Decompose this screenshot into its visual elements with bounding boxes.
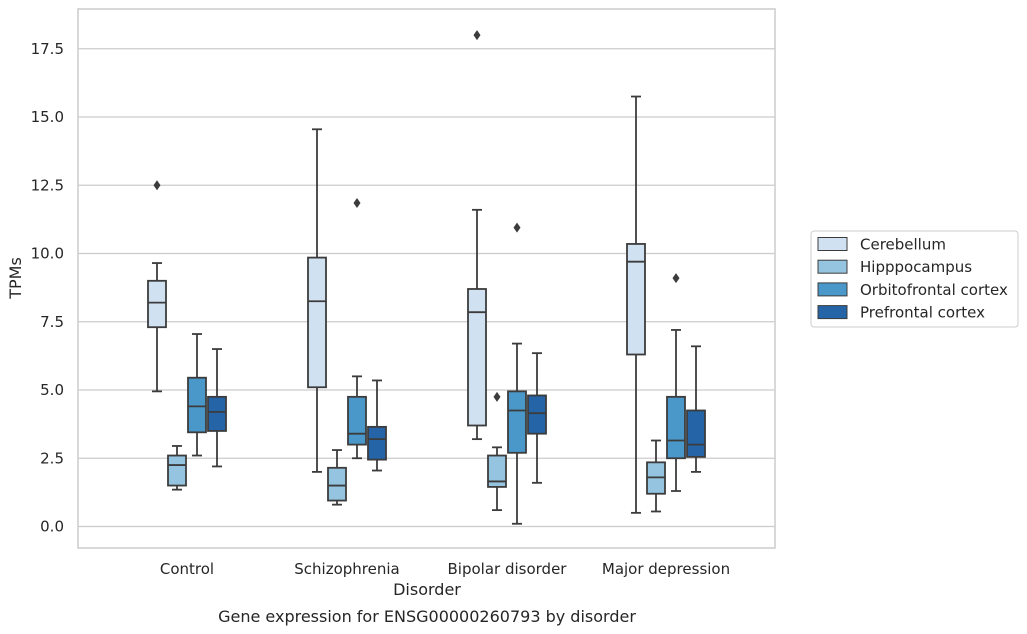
box-iqr (686, 409, 706, 458)
box-iqr (666, 395, 686, 460)
box-orbitofrontal-cortex (507, 222, 527, 525)
box-iqr (367, 425, 387, 461)
y-tick-label: 7.5 (40, 313, 64, 331)
outlier-point (353, 197, 361, 208)
x-axis-title: Disorder (393, 580, 461, 599)
box-iqr (147, 279, 167, 329)
box-iqr (167, 454, 187, 487)
y-axis-title: TPMs (6, 257, 25, 300)
legend-label: Orbitofrontal cortex (860, 281, 1008, 299)
x-tick-label: Control (160, 560, 214, 578)
outlier-point (153, 180, 161, 191)
box-iqr (527, 394, 547, 435)
legend-frame (810, 230, 1019, 328)
x-tick-label: Bipolar disorder (448, 560, 568, 578)
y-tick-label: 0.0 (40, 518, 64, 536)
box-cerebellum (307, 128, 327, 473)
box-orbitofrontal-cortex (187, 333, 207, 457)
y-tick-label: 15.0 (31, 108, 64, 126)
x-tick-label: Major depression (602, 560, 730, 578)
outlier-point (493, 391, 501, 402)
x-tick-label: Schizophrenia (294, 560, 399, 578)
box-cerebellum (626, 95, 646, 514)
legend-label: Hipppocampus (860, 258, 972, 276)
box-prefrontal-cortex (207, 348, 227, 468)
legend-label: Prefrontal cortex (860, 304, 985, 322)
box-iqr (207, 395, 227, 432)
y-tick-label: 5.0 (40, 381, 64, 399)
box-iqr (187, 376, 207, 434)
box-iqr (307, 256, 327, 389)
box-iqr (327, 466, 347, 502)
y-tick-label: 2.5 (40, 449, 64, 467)
box-hipppocampus (487, 391, 507, 512)
box-cerebellum (467, 30, 487, 441)
box-orbitofrontal-cortex (666, 273, 686, 492)
y-axis-ticks: 0.0 2.5 5.0 7.5 10.0 12.5 15.0 17.5 (31, 40, 64, 536)
box-iqr (487, 454, 507, 488)
legend-swatch (817, 305, 848, 320)
legend-label: Cerebellum (860, 236, 946, 254)
chart-title: Gene expression for ENSG00000260793 by d… (218, 607, 636, 626)
outlier-point (672, 273, 680, 284)
box-hipppocampus (646, 439, 666, 513)
box-orbitofrontal-cortex (347, 197, 367, 460)
box-plot-series (147, 30, 706, 525)
box-hipppocampus (167, 445, 187, 491)
box-prefrontal-cortex (527, 352, 547, 484)
legend-swatch (817, 282, 848, 297)
x-axis-ticks: Control Schizophrenia Bipolar disorder Majo… (160, 560, 730, 578)
box-prefrontal-cortex (367, 379, 387, 472)
box-iqr (626, 243, 646, 356)
legend-swatch (817, 259, 848, 274)
outlier-point (513, 222, 521, 233)
legend: Cerebellum Hipppocampus Orbitofrontal cort… (810, 230, 1019, 328)
outlier-point (473, 30, 481, 41)
box-iqr (507, 390, 527, 454)
y-tick-label: 10.0 (31, 245, 64, 263)
box-iqr (347, 395, 367, 446)
plot-area-frame (77, 8, 776, 549)
box-hipppocampus (327, 449, 347, 506)
y-tick-label: 12.5 (31, 176, 64, 194)
box-cerebellum (147, 180, 167, 393)
legend-swatch (817, 237, 848, 251)
box-prefrontal-cortex (686, 345, 706, 473)
y-tick-label: 17.5 (31, 40, 64, 58)
box-iqr (467, 288, 487, 427)
